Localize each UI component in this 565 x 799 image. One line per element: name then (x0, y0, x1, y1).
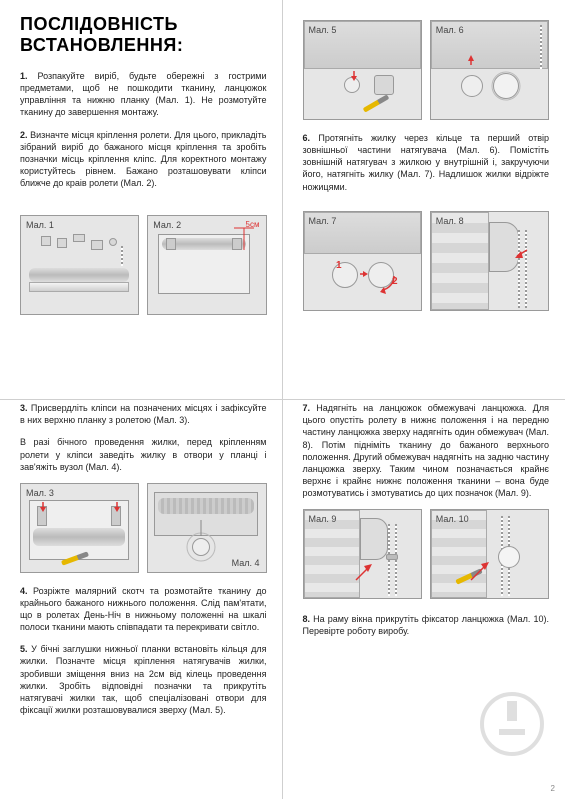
figure-row-7-8: Мал. 7 1 2 Мал. 8 (303, 211, 550, 311)
figure-8: Мал. 8 (430, 211, 549, 311)
figure-1-label: Мал. 1 (26, 220, 54, 230)
step-3b-text: В разі бічного проведення жилки, перед к… (20, 436, 267, 472)
figure-3-label: Мал. 3 (26, 488, 54, 498)
figure-5: Мал. 5 (303, 20, 422, 120)
step-1-text: 1. Розпакуйте виріб, будьте обережні з г… (20, 70, 267, 119)
step-4-body: Розріжте малярний скотч та розмотайте тк… (20, 586, 267, 632)
page-title: ПОСЛІДОВНІСТЬ ВСТАНОВЛЕННЯ: (20, 14, 267, 56)
figure-row-9-10: Мал. 9 Мал. 10 (303, 509, 550, 599)
figure-row-1-2: Мал. 1 Мал. 2 5см (20, 215, 267, 315)
step-4-lead: 4. (20, 586, 28, 596)
step-4-text: 4. Розріжте малярний скотч та розмотайте… (20, 585, 267, 634)
step-1-body: Розпакуйте виріб, будьте обережні з гост… (20, 71, 267, 117)
step-2-text: 2. Визначте місця кріплення ролети. Для … (20, 129, 267, 190)
step-8-text: 8. На раму вікна прикрутіть фіксатор лан… (303, 613, 550, 637)
figure-2-dim: 5см (246, 220, 260, 229)
vertical-divider (282, 0, 283, 799)
figure-2-label: Мал. 2 (153, 220, 181, 230)
figure-1: Мал. 1 (20, 215, 139, 315)
figure-5-label: Мал. 5 (309, 25, 337, 35)
step-6-text: 6. Протягніть жилку через кільце та перш… (303, 132, 550, 193)
step-6-body: Протягніть жилку через кільце та перший … (303, 133, 550, 192)
step-6-lead: 6. (303, 133, 311, 143)
figure-8-label: Мал. 8 (436, 216, 464, 226)
step-8-body: На раму вікна прикрутіть фіксатор ланцюж… (303, 614, 550, 636)
figure-7-label: Мал. 7 (309, 216, 337, 226)
figure-row-3-4: Мал. 3 Мал. 4 (20, 483, 267, 573)
figure-row-5-6: Мал. 5 Мал. 6 (303, 20, 550, 120)
quadrant-bottom-right: 7. Надягніть на ланцюжок обмежувачі ланц… (283, 388, 565, 799)
step-3-text: 3. Присвердліть кліпси на позначених міс… (20, 402, 267, 426)
step-3-body: Присвердліть кліпси на позначених місцях… (20, 403, 267, 425)
step-3-lead: 3. (20, 403, 28, 413)
figure-2: Мал. 2 5см (147, 215, 266, 315)
step-2-lead: 2. (20, 130, 28, 140)
page-number: 2 (551, 784, 555, 793)
step-7-text: 7. Надягніть на ланцюжок обмежувачі ланц… (303, 402, 550, 499)
quadrant-bottom-left: 3. Присвердліть кліпси на позначених міс… (0, 388, 283, 799)
figure-6-label: Мал. 6 (436, 25, 464, 35)
figure-6: Мал. 6 (430, 20, 549, 120)
quadrant-top-left: ПОСЛІДОВНІСТЬ ВСТАНОВЛЕННЯ: 1. Розпакуйт… (0, 0, 283, 388)
figure-7: Мал. 7 1 2 (303, 211, 422, 311)
figure-4-label: Мал. 4 (232, 558, 260, 568)
step-5-text: 5. У бічні заглушки нижньої планки встан… (20, 643, 267, 716)
figure-4: Мал. 4 (147, 483, 266, 573)
figure-10-label: Мал. 10 (436, 514, 469, 524)
step-7-body: Надягніть на ланцюжок обмежувачі ланцюжк… (303, 403, 550, 498)
figure-9: Мал. 9 (303, 509, 422, 599)
step-2-body: Визначте місця кріплення ролети. Для цьо… (20, 130, 267, 189)
step-7-lead: 7. (303, 403, 311, 413)
step-1-lead: 1. (20, 71, 28, 81)
figure-10: Мал. 10 (430, 509, 549, 599)
figure-3: Мал. 3 (20, 483, 139, 573)
watermark-icon (477, 689, 547, 759)
quadrant-top-right: Мал. 5 Мал. 6 6. Протягніть жилку (283, 0, 565, 388)
step-8-lead: 8. (303, 614, 311, 624)
figure-9-label: Мал. 9 (309, 514, 337, 524)
step-5-body: У бічні заглушки нижньої планки встанові… (20, 644, 267, 715)
step-5-lead: 5. (20, 644, 28, 654)
